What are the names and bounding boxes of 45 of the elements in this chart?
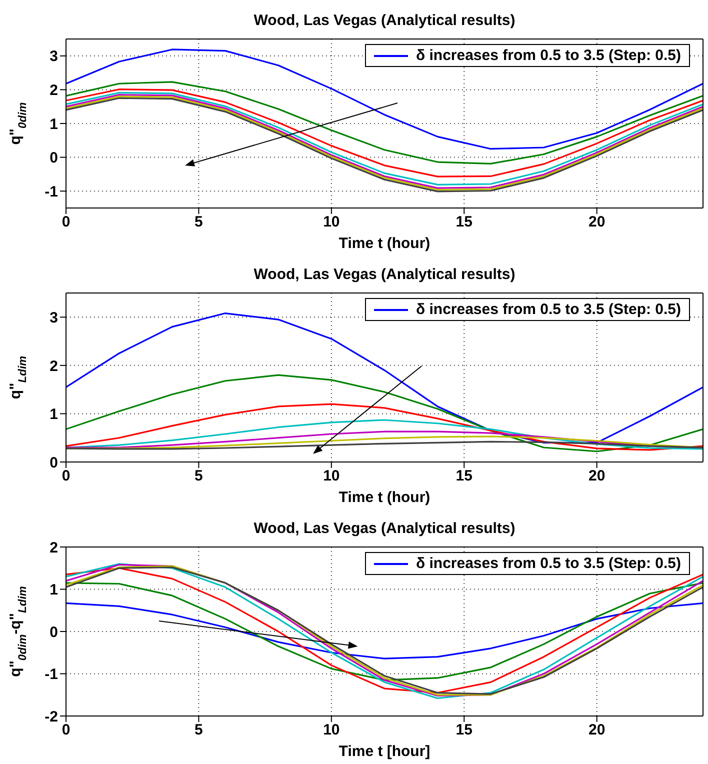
y-tick-label: 3: [50, 309, 58, 326]
chart-title: Wood, Las Vegas (Analytical results): [252, 12, 516, 29]
x-tick-label: 20: [588, 722, 606, 739]
y-tick-label: 0: [50, 150, 58, 167]
x-tick-label: 15: [456, 722, 472, 739]
line-series: [66, 403, 703, 451]
y-tick-label: 2: [50, 82, 58, 100]
x-axis-title: Time t (hour): [338, 489, 430, 506]
x-tick-label: 0: [62, 214, 70, 231]
x-tick-label: 0: [62, 722, 70, 739]
y-tick-label: 0: [50, 624, 58, 641]
y-tick-label: 1: [50, 406, 58, 424]
x-tick-label: 10: [323, 722, 340, 739]
chart-title: Wood, Las Vegas (Analytical results): [252, 266, 516, 283]
x-tick-label: 5: [194, 214, 203, 231]
y-tick-label: -1: [44, 666, 58, 684]
y-tick-label: 2: [50, 358, 58, 375]
legend-label: δ increases from 0.5 to 3.5 (Step: 0.5): [416, 47, 681, 64]
x-axis-title: Time t (hour): [338, 235, 430, 252]
y-tick-label: -2: [44, 708, 58, 726]
line-series: [66, 582, 703, 681]
y-tick-label: 0: [50, 454, 58, 472]
y-tick-label: 1: [50, 582, 58, 599]
y-tick-label: 1: [50, 116, 58, 133]
chart-title: Wood, Las Vegas (Analytical results): [252, 520, 516, 537]
y-tick-label: 3: [50, 48, 58, 66]
line-series: [66, 602, 703, 660]
line-series: [66, 374, 703, 452]
y-tick-label: 2: [50, 539, 58, 556]
line-series: [66, 440, 703, 450]
x-tick-label: 10: [323, 468, 340, 485]
x-tick-label: 15: [456, 214, 472, 231]
x-tick-label: 15: [456, 468, 472, 485]
x-tick-label: 5: [194, 722, 203, 739]
x-tick-label: 20: [588, 468, 606, 485]
legend-label: δ increases from 0.5 to 3.5 (Step: 0.5): [416, 301, 681, 318]
x-axis-title: Time t [hour]: [338, 743, 430, 760]
x-tick-label: 10: [323, 214, 340, 231]
legend-label: δ increases from 0.5 to 3.5 (Step: 0.5): [416, 555, 681, 572]
line-series: [66, 48, 703, 150]
y-tick-label: -1: [44, 183, 58, 200]
x-tick-label: 20: [588, 214, 606, 231]
x-tick-label: 0: [62, 468, 70, 485]
x-tick-label: 5: [194, 468, 203, 485]
line-series: [66, 81, 703, 165]
